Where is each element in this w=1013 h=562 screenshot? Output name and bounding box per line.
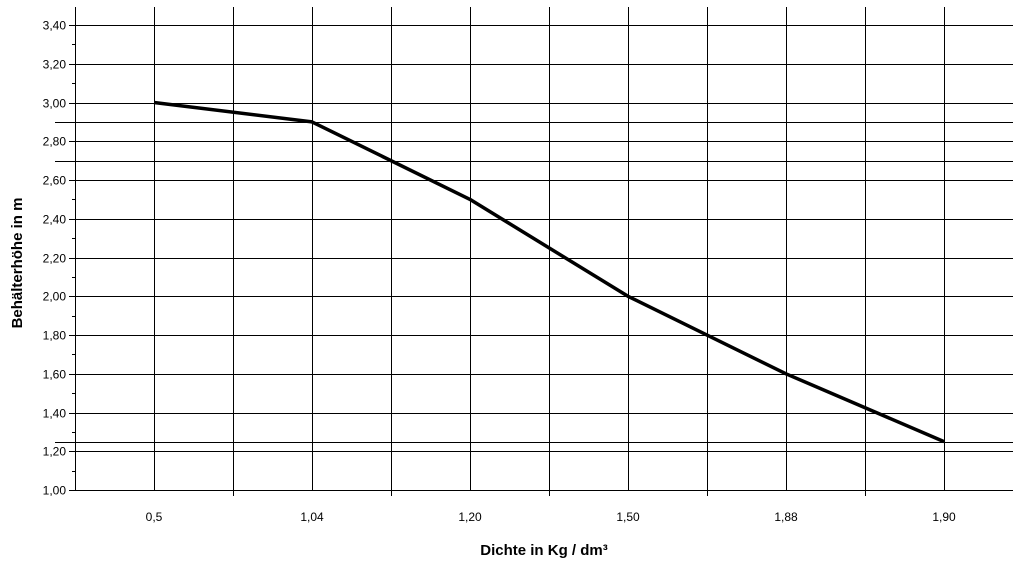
y-axis-title: Behälterhöhe in m: [9, 198, 26, 329]
axes: [75, 7, 1013, 491]
y-tick-label: 1,00: [43, 484, 67, 498]
x-tick-label: 1,04: [300, 510, 324, 524]
y-tick-label: 2,00: [43, 290, 67, 304]
y-tick-label: 1,40: [43, 407, 67, 421]
y-tick-label: 3,20: [43, 58, 67, 72]
y-tick-label: 1,80: [43, 329, 67, 343]
reference-lines: [55, 122, 1013, 443]
series-layer: [153, 100, 945, 444]
x-axis-ticks: 0,5 1,04 1,20 1,50 1,88 1,90: [146, 490, 956, 524]
grid-lines: [75, 7, 1013, 490]
y-tick-label: 3,00: [43, 97, 67, 111]
y-tick-label: 2,40: [43, 213, 67, 227]
x-tick-label: 1,90: [932, 510, 956, 524]
series-line: [153, 100, 945, 444]
x-tick-label: 0,5: [146, 510, 163, 524]
x-tick-label: 1,20: [458, 510, 482, 524]
y-tick-label: 2,60: [43, 174, 67, 188]
x-tick-label: 1,88: [774, 510, 798, 524]
y-axis-ticks: 1,00 1,20 1,40 1,60 1,80 2,00 2,20 2,40 2,60 2,80…: [43, 19, 75, 498]
x-tick-label: 1,50: [616, 510, 640, 524]
y-tick-label: 3,40: [43, 19, 67, 33]
y-tick-label: 2,80: [43, 135, 67, 149]
y-tick-label: 2,20: [43, 252, 67, 266]
x-axis-title: Dichte in Kg / dm³: [480, 542, 608, 559]
y-tick-label: 1,20: [43, 445, 67, 459]
y-tick-label: 1,60: [43, 368, 67, 382]
